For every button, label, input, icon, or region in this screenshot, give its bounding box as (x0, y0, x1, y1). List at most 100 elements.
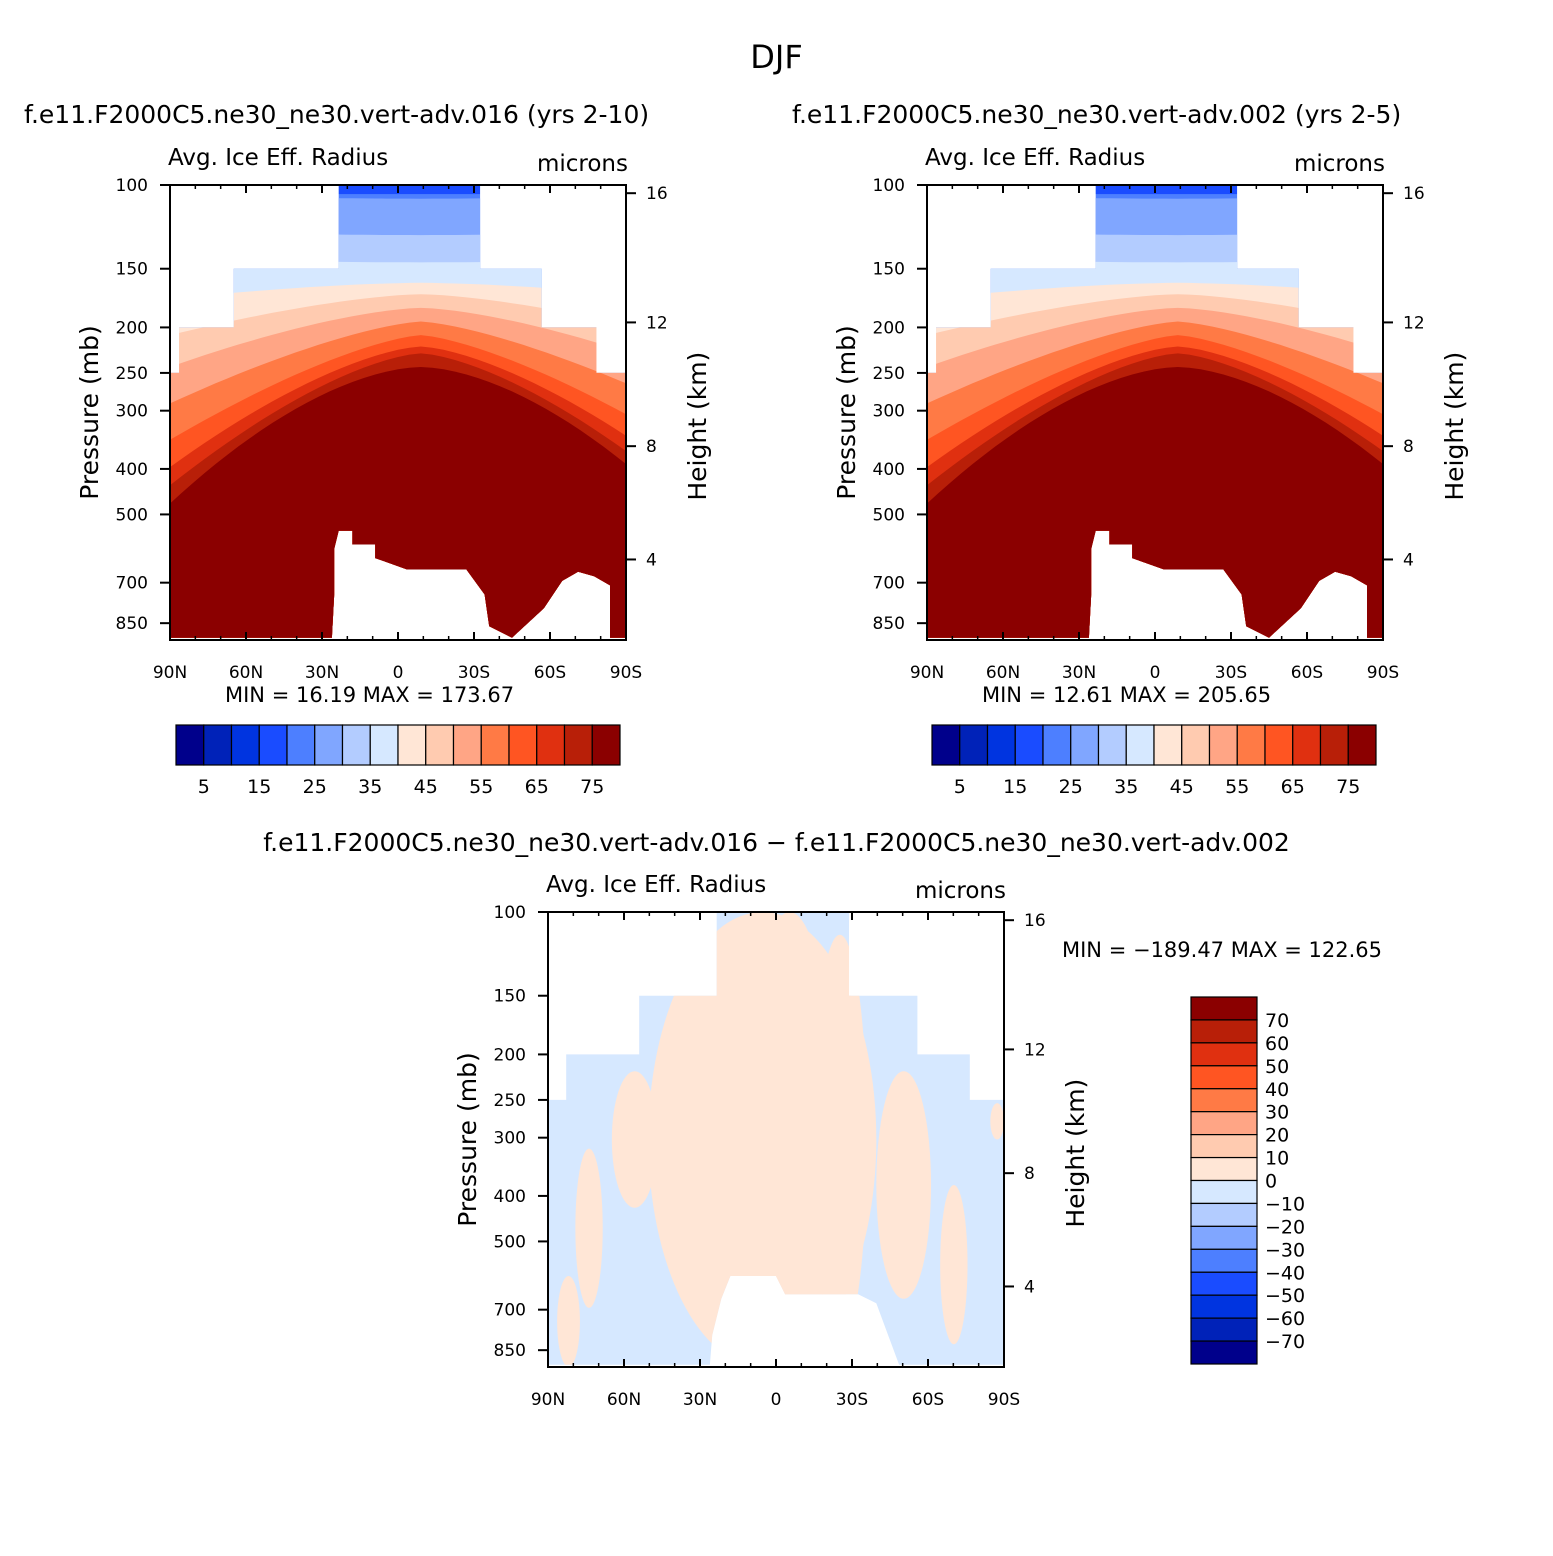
colorbar-swatch (230, 724, 260, 766)
x-tick-label: 30S (458, 663, 490, 683)
y-tick-label: 200 (116, 318, 148, 338)
panel-2-field (927, 185, 1383, 638)
colorbar-swatch (286, 724, 316, 766)
contour-band (835, 1303, 839, 1318)
y-tick-label: 300 (494, 1129, 526, 1149)
units-label: microns (537, 151, 628, 177)
colorbar-swatch (1042, 724, 1072, 766)
y-tick-label: 500 (873, 505, 905, 525)
colorbar-swatch (563, 724, 593, 766)
colorbar-label: 75 (580, 776, 604, 798)
x-tick-label: 60S (912, 1390, 944, 1410)
y2-tick-label: 4 (1403, 550, 1414, 570)
y2-tick-label: 12 (1403, 313, 1425, 333)
y-tick-label: 150 (494, 987, 526, 1007)
contour-band (990, 1103, 1004, 1140)
colorbar-label: 40 (1265, 1079, 1289, 1101)
y2-tick-label: 4 (1024, 1277, 1035, 1297)
colorbar-label: 65 (525, 776, 549, 798)
panel-3-plot: 90N 60N 30N 0 30S 60S 90S 100 150 200 250 300 400 500… (453, 872, 1090, 1410)
colorbar-swatch (203, 724, 233, 766)
colorbar-swatch (1190, 1134, 1258, 1159)
units-label: microns (915, 878, 1006, 904)
colorbar-swatch (369, 724, 399, 766)
contour-band (812, 934, 868, 1345)
colorbar-swatch (1190, 1202, 1258, 1227)
colorbar-label: 55 (469, 776, 493, 798)
y-tick-label: 200 (873, 318, 905, 338)
colorbar-swatch (1190, 1317, 1258, 1342)
x-tick-label: 60S (1291, 663, 1323, 683)
contour-band (940, 1185, 968, 1345)
colorbar-label: 60 (1265, 1033, 1289, 1055)
colorbar-label: −60 (1265, 1308, 1305, 1330)
panel-1-plot: 90N 60N 30N 0 30S 60S 90S 100 150 200 250 300 400 500… (75, 145, 712, 683)
y-tick-label: 500 (116, 505, 148, 525)
colorbar-label: 20 (1265, 1125, 1289, 1147)
colorbar-label: 35 (1114, 776, 1138, 798)
panel-1-title: f.e11.F2000C5.ne30_ne30.vert-adv.016 (yr… (24, 100, 650, 129)
colorbar-label: 75 (1336, 776, 1360, 798)
colorbar-swatch (1097, 724, 1127, 766)
colorbar-label: −50 (1265, 1285, 1305, 1307)
colorbar-label: 65 (1281, 776, 1305, 798)
y-tick-label: 150 (873, 260, 905, 280)
contour-band (876, 1071, 932, 1299)
colorbar-label: 45 (1170, 776, 1194, 798)
colorbar-swatch (1125, 724, 1155, 766)
y-tick-label: 400 (494, 1187, 526, 1207)
x-tick-label: 0 (1150, 663, 1161, 683)
colorbar-swatch (175, 724, 205, 766)
colorbar-swatch (1347, 724, 1377, 766)
contour-band (848, 1303, 853, 1318)
y-tick-label: 500 (494, 1232, 526, 1252)
y-tick-label: 400 (873, 460, 905, 480)
colorbar-swatch (591, 724, 621, 766)
y-tick-label: 150 (116, 260, 148, 280)
colorbar-swatch (1319, 724, 1349, 766)
colorbar-label: −10 (1265, 1193, 1305, 1215)
colorbar-swatch (1190, 1248, 1258, 1273)
y-tick-label: 100 (116, 176, 148, 196)
colorbar-label: 45 (414, 776, 438, 798)
colorbar-swatch (1190, 1111, 1258, 1136)
x-tick-label: 90N (153, 663, 187, 683)
y2-tick-label: 4 (646, 550, 657, 570)
y-tick-label: 850 (116, 614, 148, 634)
contour-band (338, 185, 481, 195)
colorbar-swatch (1190, 1179, 1258, 1205)
x-tick-label: 30S (836, 1390, 868, 1410)
y-tick-label: 850 (873, 614, 905, 634)
x-tick-label: 30N (1062, 663, 1096, 683)
contour-band (817, 1303, 822, 1318)
colorbar-swatch (1190, 1065, 1258, 1090)
contour-band (927, 367, 1383, 638)
panel-subtitle: Avg. Ice Eff. Radius (546, 872, 766, 898)
x-tick-label: 0 (771, 1390, 782, 1410)
colorbar-swatch (1264, 724, 1294, 766)
colorbar-label: 70 (1265, 1010, 1289, 1032)
y-tick-label: 100 (494, 903, 526, 923)
colorbar-swatch (314, 724, 344, 766)
panel-subtitle: Avg. Ice Eff. Radius (925, 145, 1145, 171)
x-tick-label: 90S (1367, 663, 1399, 683)
x-tick-label: 30S (1215, 663, 1247, 683)
y-tick-label: 700 (873, 574, 905, 594)
y2-axis-label: Height (km) (1061, 1079, 1090, 1228)
colorbar-swatch (536, 724, 566, 766)
colorbar-label: 15 (1003, 776, 1027, 798)
y-tick-label: 250 (116, 364, 148, 384)
y-tick-label: 300 (873, 402, 905, 422)
colorbar-swatch (452, 724, 482, 766)
y2-tick-label: 8 (1403, 437, 1414, 457)
page-title: DJF (750, 38, 803, 76)
x-tick-label: 90S (610, 663, 642, 683)
contour-band (575, 1148, 603, 1308)
x-tick-label: 30N (305, 663, 339, 683)
colorbar-label: 30 (1265, 1102, 1289, 1124)
colorbar-label: 0 (1265, 1171, 1277, 1193)
colorbar-swatch (425, 724, 455, 766)
colorbar-swatch (1208, 724, 1238, 766)
contour-band (744, 912, 836, 1365)
y-tick-label: 300 (116, 402, 148, 422)
